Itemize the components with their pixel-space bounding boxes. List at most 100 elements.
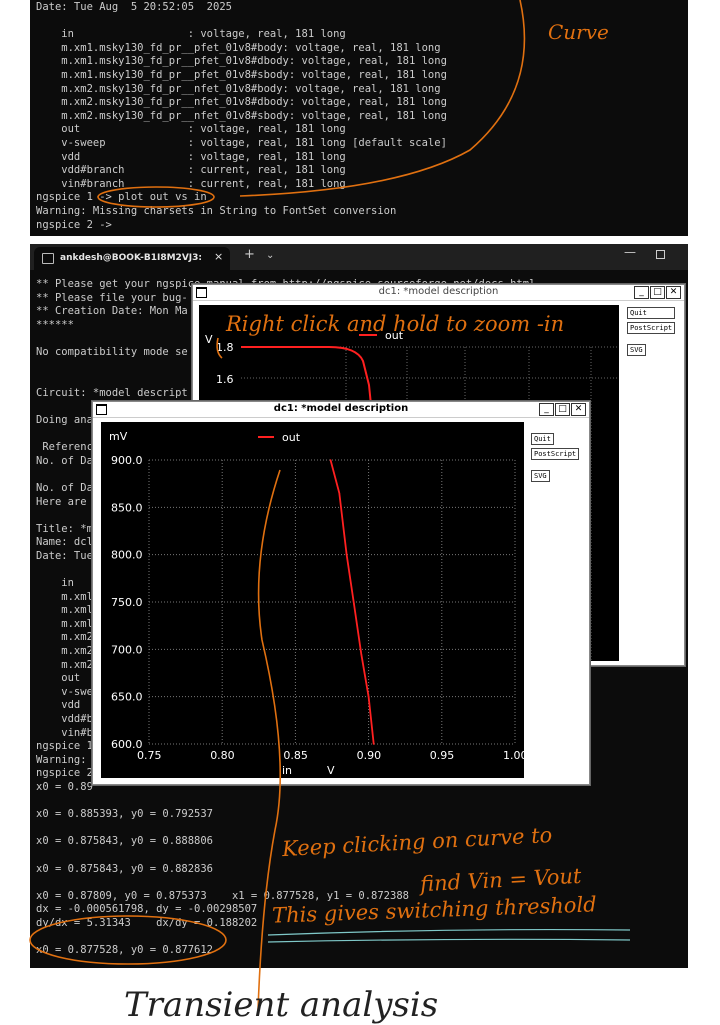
terminal-line: vdd xyxy=(36,699,81,712)
terminal-line: Referenc xyxy=(36,441,93,454)
data-point xyxy=(345,553,348,556)
maximize-window-button[interactable] xyxy=(656,250,665,259)
y-tick-label: 900.0 xyxy=(111,454,143,467)
terminal-line: m.xm2 xyxy=(36,658,93,671)
annotation-curve: Curve xyxy=(548,20,609,44)
postscript-button[interactable]: PostScript xyxy=(627,322,676,334)
terminal-line: ** Please file your bug- xyxy=(36,291,188,304)
terminal-line: m.xm2.msky130_fd_pr__nfet_01v8#sbody: vo… xyxy=(36,109,447,122)
data-point xyxy=(329,459,332,461)
data-point xyxy=(360,653,363,655)
terminal-line: ngspice 1 xyxy=(36,740,93,753)
window-menu-icon[interactable] xyxy=(96,404,107,415)
terminal-line: Date: Tue Aug 5 20:52:05 2025 xyxy=(36,1,232,13)
data-point xyxy=(367,695,370,698)
x-axis-label: in xyxy=(282,764,292,777)
terminal-line: m.xm2 xyxy=(36,631,93,644)
terminal-line: vdd#branch : current, real, 181 long xyxy=(36,164,346,177)
maximize-button[interactable]: □ xyxy=(555,403,570,416)
button-column: Quit PostScript SVG xyxy=(531,426,580,485)
close-button[interactable]: ✕ xyxy=(571,403,586,416)
minimize-window-button[interactable]: — xyxy=(624,245,636,259)
x-tick-label: 1.00 xyxy=(503,749,524,762)
x-tick-label: 0.75 xyxy=(137,749,162,762)
tab-bar: ankdesh@BOOK-B1I8M2VJ3: × + ⌄ — xyxy=(30,244,688,270)
terminal-line: No. of Da xyxy=(36,454,93,467)
window-title: dc1: *model description xyxy=(273,403,409,414)
y-tick-label: 850.0 xyxy=(111,501,143,514)
terminal-line: v-swe xyxy=(36,685,93,698)
terminal-line xyxy=(36,15,447,29)
plot-window-front[interactable]: dc1: *model description _ □ ✕ 900.0 850.0 80… xyxy=(92,401,590,785)
terminal-line: ** Creation Date: Mon Ma xyxy=(36,305,188,318)
window-menu-icon[interactable] xyxy=(196,287,207,298)
tab-close-icon[interactable]: × xyxy=(214,250,224,263)
x-tick-label: 0.95 xyxy=(430,749,455,762)
curve-out-back xyxy=(241,346,372,406)
y-axis-label: mV xyxy=(109,430,128,443)
button-column: Quit PostScript SVG xyxy=(627,307,676,359)
terminal-line xyxy=(36,795,535,809)
data-point xyxy=(338,492,341,494)
terminal-line: ****** xyxy=(36,318,74,331)
data-point xyxy=(353,603,355,605)
tab-title: ankdesh@BOOK-B1I8M2VJ3: xyxy=(60,253,202,263)
terminal-line: m.xml xyxy=(36,617,93,630)
y-tick-label: 700.0 xyxy=(111,643,143,656)
window-title: dc1: *model description xyxy=(378,286,499,297)
terminal-line: ngspice 1 -> plot out vs in xyxy=(36,191,207,204)
close-button[interactable]: ✕ xyxy=(666,286,681,299)
terminal-line: m.xml xyxy=(36,604,93,617)
minimize-button[interactable]: _ xyxy=(539,403,554,416)
terminal-line: x0 = 0.875843, y0 = 0.882836 xyxy=(36,862,214,875)
terminal-line: m.xm2 xyxy=(36,645,93,658)
y-tick-label: 800.0 xyxy=(111,549,143,562)
legend-label: out xyxy=(385,329,404,342)
svg-button[interactable]: SVG xyxy=(627,344,646,356)
svg-button[interactable]: SVG xyxy=(531,470,550,482)
terminal-line: in : voltage, real, 181 long xyxy=(36,28,346,41)
x-tick-label: 0.80 xyxy=(210,749,235,762)
y-tick-label: 600.0 xyxy=(111,738,143,751)
terminal-line: m.xm1.msky130_fd_pr__pfet_01v8#body: vol… xyxy=(36,41,441,54)
tab-dropdown-icon[interactable]: ⌄ xyxy=(266,250,275,261)
terminal-line: Date: Tue xyxy=(36,549,93,562)
minimize-button[interactable]: _ xyxy=(634,286,649,299)
y-tick-label: 750.0 xyxy=(111,596,143,609)
x-tick-label: 0.85 xyxy=(283,749,308,762)
window-titlebar[interactable]: dc1: *model description _ □ ✕ xyxy=(93,402,589,418)
quit-button[interactable]: Quit xyxy=(627,307,676,319)
terminal-line: Here are xyxy=(36,495,87,508)
terminal-line: vin#branch : current, real, 181 long xyxy=(36,177,346,190)
terminal-line: Circuit: *model descript xyxy=(36,386,188,399)
new-tab-button[interactable]: + xyxy=(244,247,255,262)
terminal-line: m.xm2.msky130_fd_pr__nfet_01v8#body: vol… xyxy=(36,82,441,95)
plot-area-front[interactable]: 900.0 850.0 800.0 750.0 700.0 650.0 600.00.75 0… xyxy=(101,422,524,778)
terminal-line: v-sweep : voltage, real, 181 long [defau… xyxy=(36,136,447,149)
data-point xyxy=(372,743,375,745)
terminal-tab[interactable]: ankdesh@BOOK-B1I8M2VJ3: × xyxy=(34,247,230,270)
postscript-button[interactable]: PostScript xyxy=(531,448,580,460)
terminal-line: Title: *m xyxy=(36,522,93,535)
terminal-line: No compatibility mode se xyxy=(36,345,188,358)
terminal-line: vdd#b xyxy=(36,713,93,725)
window-titlebar[interactable]: dc1: *model description _ □ ✕ xyxy=(193,285,684,301)
terminal-line: No. of Da xyxy=(36,481,93,494)
series-line-out xyxy=(329,459,375,745)
maximize-button[interactable]: □ xyxy=(650,286,665,299)
terminal-line: m.xm1.msky130_fd_pr__pfet_01v8#sbody: vo… xyxy=(36,68,447,81)
terminal-line: x0 = 0.875843, y0 = 0.888806 xyxy=(36,835,214,848)
terminal-line: Warning: Missing charsets in String to F… xyxy=(36,204,397,217)
terminal-line: vin#b xyxy=(36,726,93,739)
annotation-zoom: Right click and hold to zoom -in xyxy=(226,312,565,336)
x-axis-unit: V xyxy=(327,764,335,777)
terminal-line: m.xml xyxy=(36,590,93,603)
quit-button[interactable]: Quit xyxy=(531,433,554,445)
terminal-line xyxy=(36,931,535,945)
y-tick-label: 1.8 xyxy=(216,341,234,354)
y-tick-label: 1.6 xyxy=(216,373,234,386)
terminal-line: Name: dcl xyxy=(36,536,93,549)
y-axis-label: V xyxy=(205,333,213,346)
terminal-line: m.xm2.msky130_fd_pr__nfet_01v8#dbody: vo… xyxy=(36,96,447,109)
terminal-line: ngspice 2 xyxy=(36,767,93,780)
